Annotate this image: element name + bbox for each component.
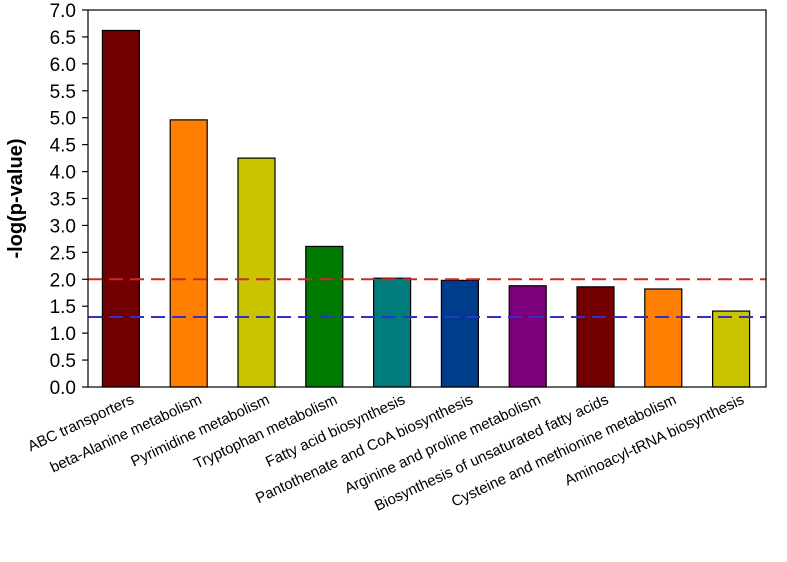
bar — [237, 157, 276, 388]
y-tick-label: 0.0 — [50, 378, 76, 399]
y-tick-label: 5.5 — [50, 82, 76, 103]
bar — [101, 29, 141, 388]
bar — [440, 279, 479, 388]
y-axis-title: -log(p-value) — [5, 139, 27, 259]
y-tick-label: 3.0 — [50, 216, 76, 237]
y-tick-label: 1.0 — [50, 324, 76, 345]
bar — [644, 288, 683, 388]
y-tick-label: 7.0 — [50, 1, 76, 22]
y-tick-label: 2.0 — [50, 270, 76, 291]
y-tick-label: 6.0 — [50, 55, 76, 76]
y-tick-label: 0.5 — [50, 351, 76, 372]
bar — [576, 286, 615, 388]
y-tick-label: 2.5 — [50, 243, 76, 264]
bar — [169, 119, 208, 388]
bar — [508, 285, 547, 388]
y-tick-label: 4.0 — [50, 163, 76, 184]
bar — [373, 277, 412, 388]
y-tick-label: 4.5 — [50, 136, 76, 157]
plot-area: 0.0 0.5 1.0 1.5 2.0 2.5 3.0 3.5 4.0 4.5 5.0 5.5 6.0 6… — [25, 1, 767, 515]
y-tick-label: 6.5 — [50, 28, 76, 49]
y-tick-label: 1.5 — [50, 297, 76, 318]
bar — [711, 310, 751, 388]
y-tick-label: 5.0 — [50, 109, 76, 130]
y-tick-label: 3.5 — [50, 190, 76, 211]
